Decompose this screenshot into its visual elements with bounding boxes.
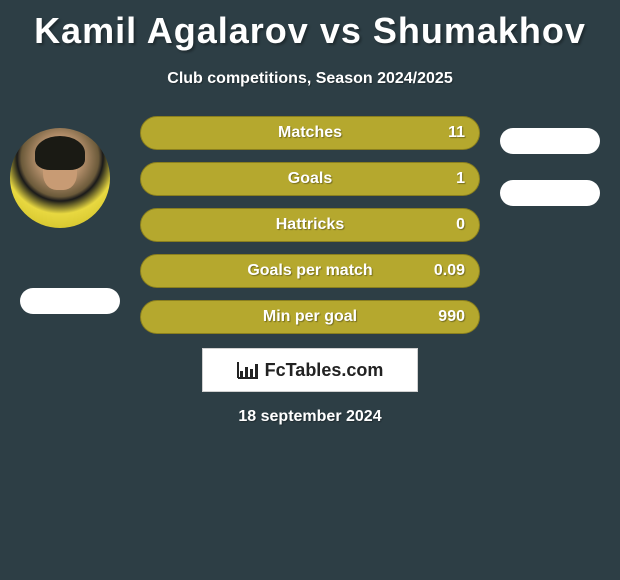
stat-row-goals: Goals 1 — [140, 162, 480, 196]
bar-chart-icon — [237, 361, 259, 379]
brand-logo-box[interactable]: FcTables.com — [202, 348, 418, 392]
stat-row-hattricks: Hattricks 0 — [140, 208, 480, 242]
stat-value: 990 — [438, 308, 465, 326]
stat-value: 0.09 — [434, 262, 465, 280]
page-title: Kamil Agalarov vs Shumakhov — [0, 0, 620, 52]
stat-value: 0 — [456, 216, 465, 234]
stat-label: Goals per match — [247, 262, 372, 280]
stat-label: Min per goal — [263, 308, 357, 326]
brand-text: FcTables.com — [265, 360, 384, 381]
stat-row-goals-per-match: Goals per match 0.09 — [140, 254, 480, 288]
stat-row-matches: Matches 11 — [140, 116, 480, 150]
stat-value: 1 — [456, 170, 465, 188]
player-left-avatar — [10, 128, 110, 228]
stat-row-min-per-goal: Min per goal 990 — [140, 300, 480, 334]
player-right-pill-2 — [500, 180, 600, 206]
stat-label: Matches — [278, 124, 342, 142]
stats-list: Matches 11 Goals 1 Hattricks 0 Goals per… — [140, 116, 480, 346]
player-left-pill — [20, 288, 120, 314]
player-right-pill-1 — [500, 128, 600, 154]
subtitle: Club competitions, Season 2024/2025 — [0, 70, 620, 88]
stat-label: Hattricks — [276, 216, 344, 234]
date-label: 18 september 2024 — [0, 408, 620, 426]
stat-label: Goals — [288, 170, 332, 188]
stat-value: 11 — [448, 124, 465, 142]
